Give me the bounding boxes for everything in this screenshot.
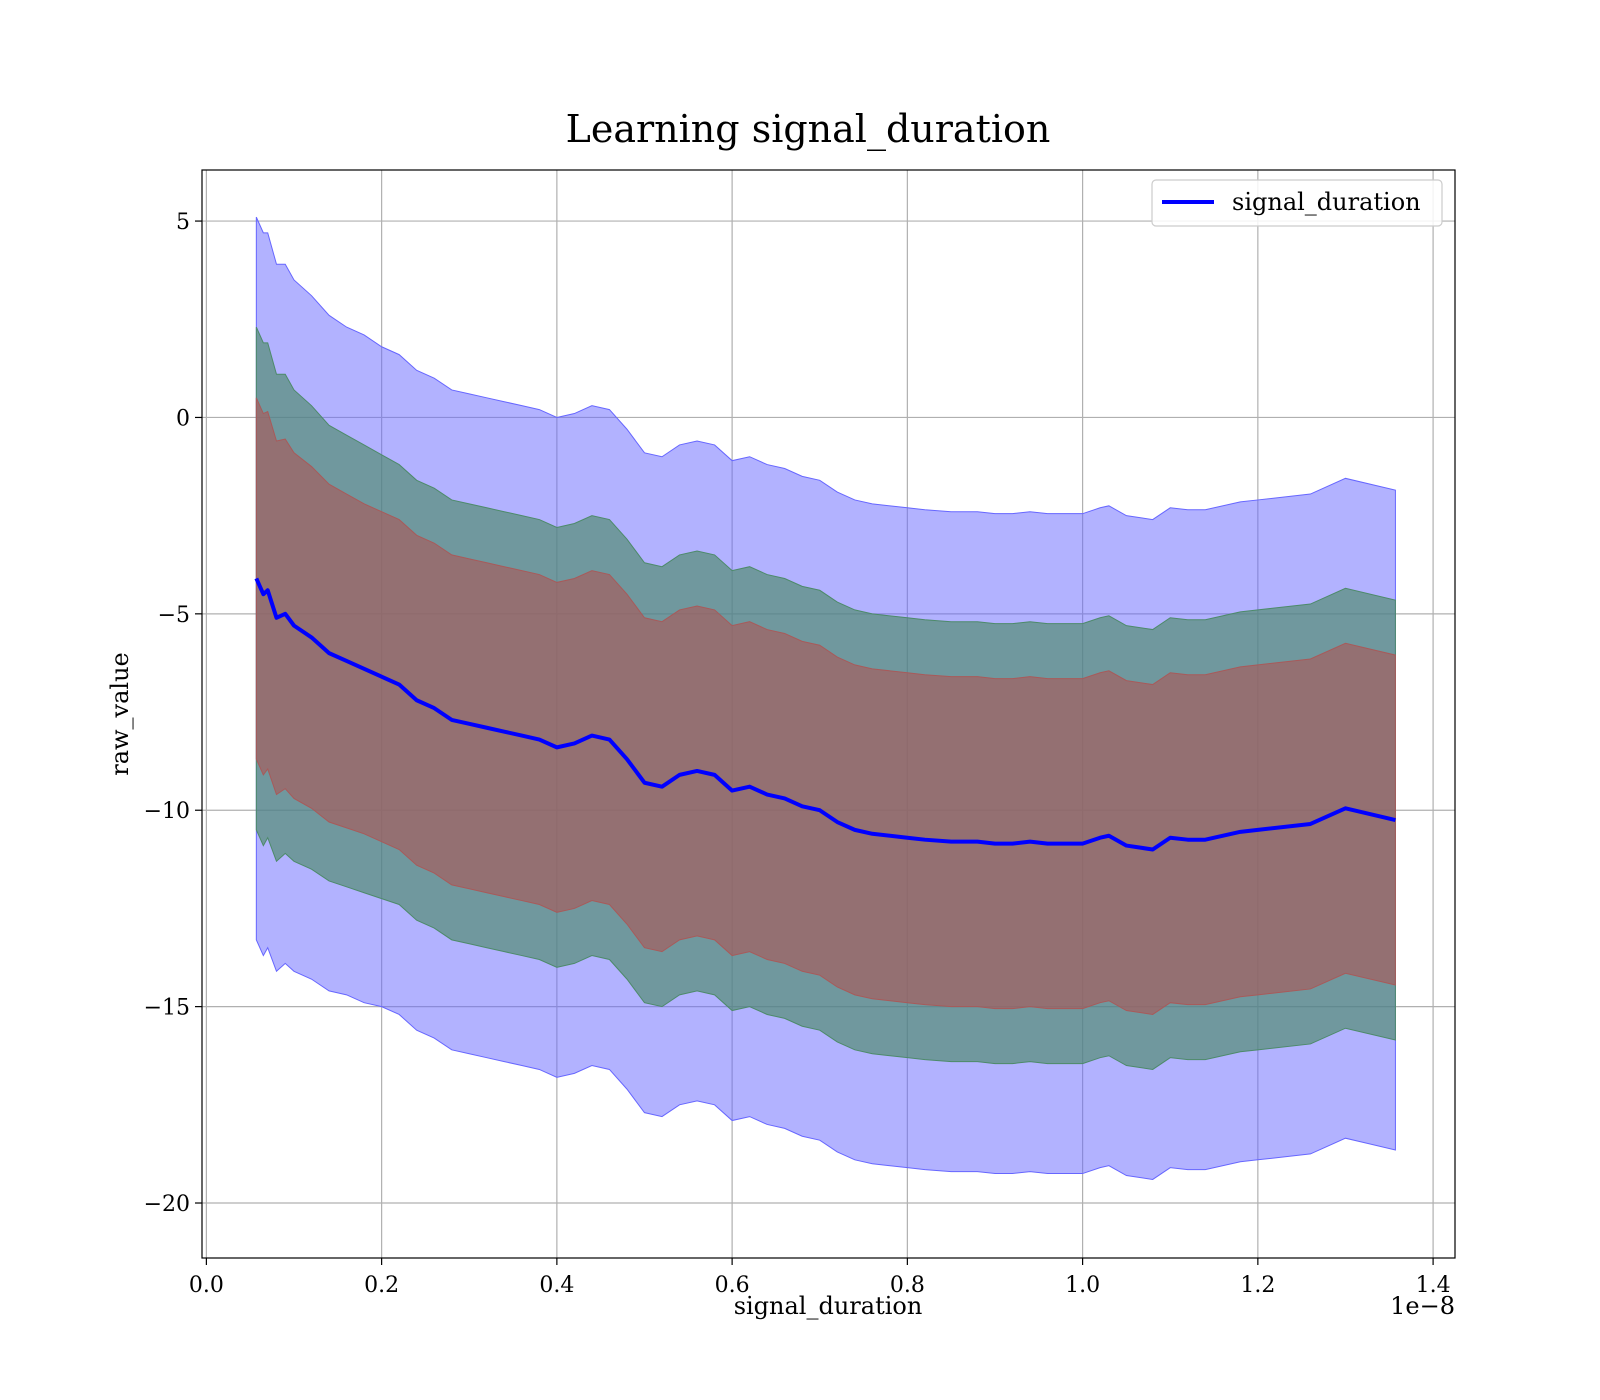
x-tick-label: 0.2	[364, 1273, 399, 1298]
plot-area	[201, 169, 1456, 1259]
x-tick-label: 1.4	[1416, 1273, 1451, 1298]
x-tick-label: 0.4	[539, 1273, 574, 1298]
x-axis: 0.0 0.2 0.4 0.6 0.8 1.0 1.2 1.4	[189, 1258, 1451, 1298]
x-tick-label: 1.0	[1065, 1273, 1100, 1298]
legend: signal_duration	[1151, 179, 1443, 227]
series-line-signal_duration	[254, 577, 1396, 852]
y-axis-label: raw_value	[106, 652, 134, 776]
x-axis-label: signal_duration	[734, 1292, 923, 1320]
y-axis: 5 0 −5 −10 −15 −20	[144, 210, 202, 1217]
y-tick-label: −10	[144, 799, 190, 824]
y-tick-label: 5	[176, 210, 190, 235]
x-tick-label: 0.6	[715, 1273, 750, 1298]
legend-box	[1151, 179, 1443, 227]
band-inner	[255, 397, 1396, 1016]
x-axis-offset-label: 1e−8	[1390, 1292, 1455, 1320]
y-tick-label: −15	[144, 996, 190, 1021]
y-tick-label: 0	[176, 406, 190, 431]
y-tick-label: −5	[158, 603, 190, 628]
x-tick-label: 0.8	[890, 1273, 925, 1298]
legend-label-signal_duration: signal_duration	[1232, 188, 1421, 216]
x-tick-label: 1.2	[1240, 1273, 1275, 1298]
series-lines	[254, 577, 1396, 852]
plot-frame	[201, 169, 1456, 1259]
y-tick-label: −20	[144, 1192, 190, 1217]
confidence-bands	[255, 216, 1396, 1180]
x-tick-label: 0.0	[189, 1273, 224, 1298]
chart-title: Learning signal_duration	[566, 107, 1051, 152]
